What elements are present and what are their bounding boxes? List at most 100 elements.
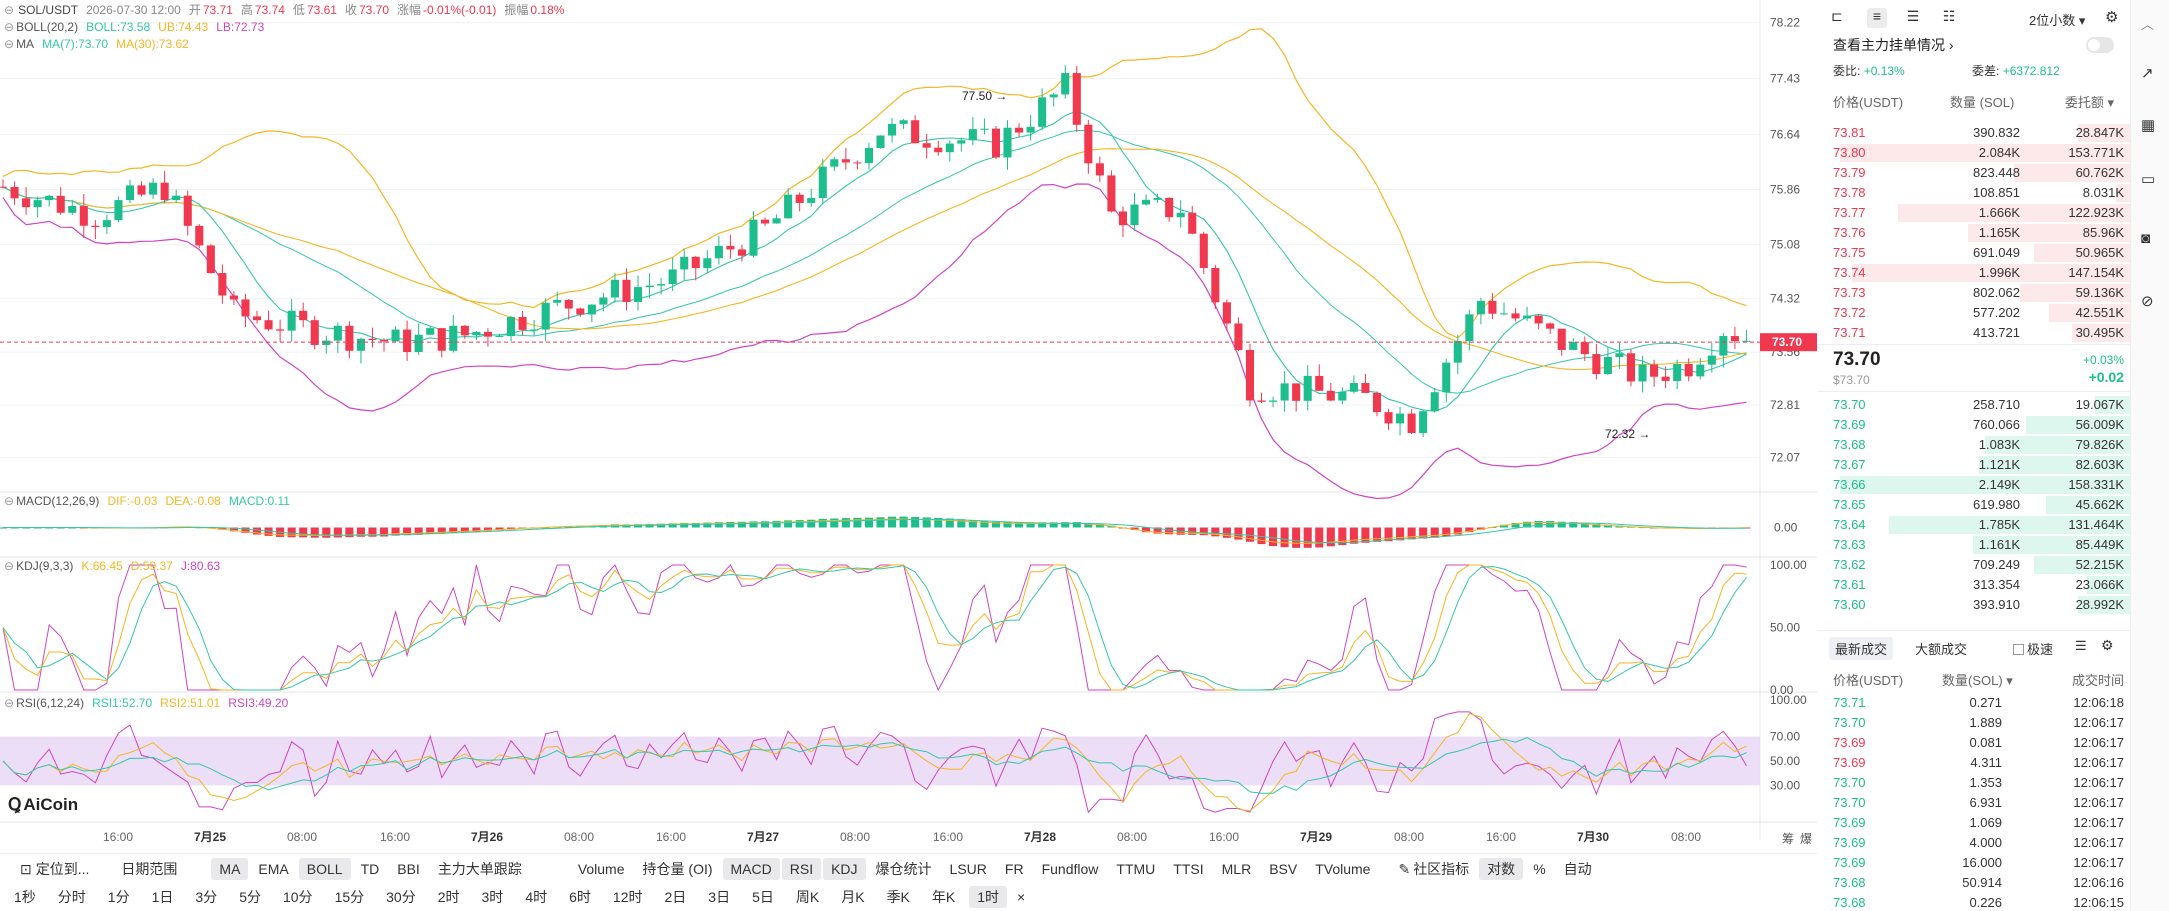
- interval-12[interactable]: 6时: [569, 889, 591, 905]
- interval-0[interactable]: 1秒: [14, 889, 36, 905]
- link-icon[interactable]: ⊘: [2141, 293, 2154, 310]
- layout-asks-icon[interactable]: ☰: [1906, 8, 1920, 24]
- main-orders-link[interactable]: 查看主力挂单情况 ›: [1833, 37, 1954, 53]
- bid-row[interactable]: 73.68 1.083K 79.826K: [1817, 435, 2130, 455]
- close-icon[interactable]: ×: [1017, 889, 1026, 905]
- indicator-fr[interactable]: FR: [1004, 860, 1024, 877]
- ask-row[interactable]: 73.74 1.996K 147.154K: [1817, 263, 2130, 283]
- date-range-button[interactable]: 日期范围: [121, 860, 178, 877]
- indicator-td[interactable]: TD: [360, 860, 380, 877]
- bid-row[interactable]: 73.64 1.785K 131.464K: [1817, 515, 2130, 535]
- interval-2[interactable]: 1分: [107, 889, 130, 905]
- indicator-volume[interactable]: Volume: [577, 860, 625, 877]
- bid-row[interactable]: 73.62 709.249 52.215K: [1817, 555, 2130, 575]
- decimals-select[interactable]: 2位小数 ▾: [2029, 13, 2086, 28]
- chevron-up-icon[interactable]: ︿: [2141, 17, 2155, 32]
- interval-8[interactable]: 30分: [386, 889, 416, 905]
- ask-row[interactable]: 73.79 823.448 60.762K: [1817, 163, 2130, 183]
- indicator-mlr[interactable]: MLR: [1221, 860, 1252, 877]
- ask-row[interactable]: 73.71 413.721 30.495K: [1817, 323, 2130, 343]
- community-indicators-button[interactable]: ✎ 社区指标: [1398, 860, 1470, 877]
- indicator-boll[interactable]: BOLL: [298, 857, 351, 880]
- ask-row[interactable]: 73.76 1.165K 85.96K: [1817, 223, 2130, 243]
- auto-scale-button[interactable]: 自动: [1563, 860, 1592, 877]
- ask-row[interactable]: 73.75 691.049 50.965K: [1817, 243, 2130, 263]
- indicator-bbi[interactable]: BBI: [397, 860, 420, 877]
- bid-row[interactable]: 73.67 1.121K 82.603K: [1817, 455, 2130, 475]
- trade-settings-icon[interactable]: ⚙: [2101, 637, 2114, 653]
- eye-icon[interactable]: ⊖: [4, 494, 15, 508]
- chart-icon[interactable]: ▦: [2141, 117, 2156, 134]
- bid-row[interactable]: 73.61 313.354 23.066K: [1817, 575, 2130, 595]
- percent-scale-button[interactable]: %: [1533, 860, 1546, 877]
- robot-icon[interactable]: ◙: [2141, 230, 2151, 247]
- main-orders-toggle[interactable]: [2086, 37, 2114, 53]
- interval-19[interactable]: 季K: [886, 889, 910, 905]
- indicator--[interactable]: 爆仓统计: [875, 860, 932, 877]
- tab-large-trades[interactable]: 大额成交: [1915, 642, 1968, 657]
- interval-21[interactable]: 1时: [969, 886, 1008, 908]
- interval-20[interactable]: 年K: [931, 889, 956, 905]
- interval-16[interactable]: 5日: [752, 889, 774, 905]
- eye-icon[interactable]: ⊖: [4, 696, 15, 710]
- card-icon[interactable]: ▭: [2141, 171, 2156, 188]
- layout-both-icon[interactable]: ⊏: [1831, 8, 1843, 24]
- interval-7[interactable]: 15分: [334, 889, 365, 905]
- eye-icon[interactable]: ⊖: [4, 37, 15, 51]
- interval-3[interactable]: 1日: [151, 889, 174, 905]
- settings-icon[interactable]: ⚙: [2105, 9, 2119, 26]
- collapse-icon[interactable]: ⊖: [4, 3, 15, 17]
- ob-header-amount[interactable]: 委托额 ▾: [2064, 95, 2114, 110]
- interval-11[interactable]: 4时: [525, 889, 548, 905]
- indicator--[interactable]: 主力大单跟踪: [437, 860, 522, 877]
- indicator-tvolume[interactable]: TVolume: [1315, 860, 1371, 877]
- indicator-ema[interactable]: EMA: [258, 860, 289, 877]
- indicator-lsur[interactable]: LSUR: [949, 860, 987, 877]
- interval-9[interactable]: 2时: [437, 889, 460, 905]
- indicator--oi-[interactable]: 持仓量 (OI): [642, 860, 713, 877]
- interval-1[interactable]: 分时: [57, 889, 86, 905]
- indicator-kdj[interactable]: KDJ: [823, 857, 866, 880]
- indicator-macd[interactable]: MACD: [722, 857, 780, 880]
- interval-15[interactable]: 3日: [708, 889, 731, 905]
- bid-row[interactable]: 73.66 2.149K 158.331K: [1817, 475, 2130, 495]
- interval-6[interactable]: 10分: [282, 889, 313, 905]
- trend-icon[interactable]: ↗: [2141, 65, 2154, 82]
- ask-row[interactable]: 73.80 2.084K 153.771K: [1817, 143, 2130, 163]
- layout-bids-icon[interactable]: ≡: [1867, 8, 1887, 28]
- interval-10[interactable]: 3时: [481, 889, 504, 905]
- kline-chart[interactable]: 78.2277.4376.6475.8675.0874.3273.5672.81…: [0, 0, 1817, 911]
- filter-icon[interactable]: ☰: [2075, 638, 2087, 653]
- layout-list-icon[interactable]: ☷: [1942, 8, 1956, 24]
- indicator-ttsi[interactable]: TTSI: [1173, 860, 1204, 877]
- indicator-fundflow[interactable]: Fundflow: [1041, 860, 1099, 877]
- ask-row[interactable]: 73.81 390.832 28.847K: [1817, 123, 2130, 143]
- interval-13[interactable]: 12时: [612, 889, 643, 905]
- trades-header-qty[interactable]: 数量(SOL) ▾: [1942, 673, 2013, 688]
- locate-button[interactable]: ⊡ 定位到...: [20, 860, 90, 877]
- indicator-bsv[interactable]: BSV: [1269, 860, 1298, 877]
- indicator-ma[interactable]: MA: [211, 857, 249, 880]
- bid-row[interactable]: 73.70 258.710 19.067K: [1817, 395, 2130, 415]
- interval-14[interactable]: 2日: [664, 889, 687, 905]
- tab-latest-trades[interactable]: 最新成交: [1829, 637, 1894, 660]
- interval-17[interactable]: 周K: [795, 889, 820, 905]
- bid-row[interactable]: 73.60 393.910 28.992K: [1817, 595, 2130, 615]
- bid-row[interactable]: 73.63 1.161K 85.449K: [1817, 535, 2130, 555]
- ask-row[interactable]: 73.73 802.062 59.136K: [1817, 283, 2130, 303]
- eye-icon[interactable]: ⊖: [4, 20, 15, 34]
- interval-5[interactable]: 5分: [239, 889, 261, 905]
- ask-row[interactable]: 73.78 108.851 8.031K: [1817, 183, 2130, 203]
- speed-checkbox[interactable]: 极速: [2013, 639, 2053, 658]
- interval-18[interactable]: 月K: [841, 889, 865, 905]
- bid-row[interactable]: 73.65 619.980 45.662K: [1817, 495, 2130, 515]
- eye-icon[interactable]: ⊖: [4, 559, 15, 573]
- interval-4[interactable]: 3分: [195, 889, 218, 905]
- ask-row[interactable]: 73.77 1.666K 122.923K: [1817, 203, 2130, 223]
- indicator-ttmu[interactable]: TTMU: [1116, 860, 1156, 877]
- bid-row[interactable]: 73.69 760.066 56.009K: [1817, 415, 2130, 435]
- indicator-rsi[interactable]: RSI: [781, 857, 822, 880]
- ask-row[interactable]: 73.72 577.202 42.551K: [1817, 303, 2130, 323]
- chart-area[interactable]: 78.22 77.43 76.64 75.86 75.08 74.32 73.56 72.81…: [0, 0, 1817, 911]
- log-scale-button[interactable]: 对数: [1479, 857, 1524, 880]
